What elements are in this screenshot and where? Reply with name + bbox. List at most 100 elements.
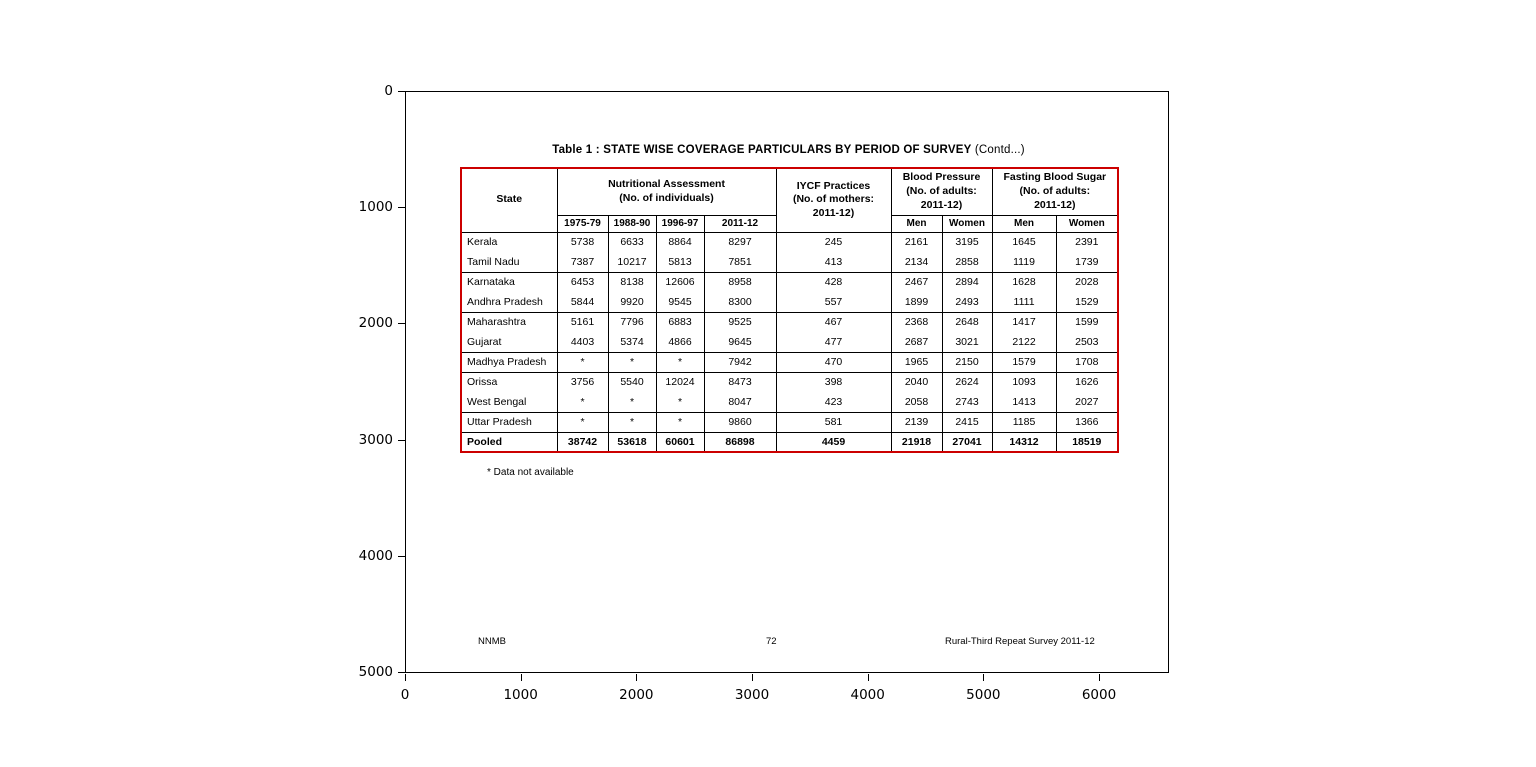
value-cell: 7942 [703, 351, 777, 372]
value-cell: 1185 [991, 411, 1057, 432]
value-cell: 86898 [703, 431, 777, 452]
footer-page-number: 72 [766, 636, 777, 647]
value-cell: 7796 [607, 311, 657, 332]
value-cell: 2648 [941, 311, 993, 332]
state-cell: Orissa [460, 371, 558, 392]
table-row: Pooled 38742 53618 60601 86898 4459 21918 27041… [460, 431, 1119, 452]
value-cell: 2503 [1055, 332, 1119, 352]
value-cell: 1413 [991, 392, 1057, 412]
col-header-iycf: IYCF Practices (No. of mothers: 2011-12) [775, 167, 892, 233]
value-cell: 2058 [890, 392, 943, 412]
header-line: IYCF Practices [796, 179, 871, 192]
value-cell: 423 [775, 392, 892, 412]
state-cell: Maharashtra [460, 311, 558, 332]
value-cell: 6453 [556, 271, 609, 292]
value-cell: 1965 [890, 351, 943, 372]
value-cell: * [655, 392, 705, 412]
y-tick-label: 1000 [358, 199, 393, 216]
value-cell: 3021 [941, 332, 993, 352]
value-cell: 27041 [941, 431, 993, 452]
state-cell: Uttar Pradesh [460, 411, 558, 432]
value-cell: 2391 [1055, 232, 1119, 252]
table-row: Kerala 5738 6633 8864 8297 245 2161 3195 1645 239… [460, 232, 1119, 252]
col-header-state: State [460, 167, 558, 233]
value-cell: 38742 [556, 431, 609, 452]
table-row: Orissa 3756 5540 12024 8473 398 2040 2624 1093 16… [460, 371, 1119, 392]
value-cell: * [607, 411, 657, 432]
value-cell: * [556, 392, 609, 412]
value-cell: 5540 [607, 371, 657, 392]
col-header-blood-pressure: Blood Pressure (No. of adults: 2011-12) [890, 167, 993, 216]
y-tick-label: 0 [384, 83, 393, 99]
value-cell: 9525 [703, 311, 777, 332]
value-cell: 1899 [890, 292, 943, 312]
value-cell: 1628 [991, 271, 1057, 292]
value-cell: 2858 [941, 252, 993, 272]
page-title: Table 1 : STATE WISE COVERAGE PARTICULAR… [460, 144, 1117, 156]
value-cell: 7387 [556, 252, 609, 272]
value-cell: 1739 [1055, 252, 1119, 272]
value-cell: 2368 [890, 311, 943, 332]
value-cell: 4403 [556, 332, 609, 352]
x-tick-mark [520, 674, 522, 681]
value-cell: 5374 [607, 332, 657, 352]
col-header-fasting-blood-sugar: Fasting Blood Sugar (No. of adults: 2011… [991, 167, 1119, 216]
value-cell: 1417 [991, 311, 1057, 332]
x-tick-mark [752, 674, 753, 681]
value-cell: 5738 [556, 232, 609, 252]
value-cell: 245 [775, 232, 892, 252]
table-row: Karnataka 6453 8138 12606 8958 428 2467 2894 162… [460, 271, 1119, 292]
header-line: (No. of adults: [906, 184, 977, 197]
value-cell: 428 [775, 271, 892, 292]
state-cell: Andhra Pradesh [460, 292, 558, 312]
value-cell: * [655, 411, 705, 432]
table-row: Tamil Nadu 7387 10217 5813 7851 413 2134 2858 11… [460, 252, 1119, 272]
value-cell: 1529 [1055, 292, 1119, 312]
header-line: (No. of adults: [1019, 184, 1091, 197]
footer-right: Rural-Third Repeat Survey 2011-12 [945, 636, 1095, 647]
table-body: Kerala 5738 6633 8864 8297 245 2161 3195 1645 239… [460, 232, 1119, 452]
value-cell: 8047 [703, 392, 777, 412]
value-cell: 1366 [1055, 411, 1119, 432]
value-cell: 10217 [607, 252, 657, 272]
x-tick-mark [405, 674, 406, 681]
header-line: (No. of individuals) [619, 191, 714, 204]
value-cell: 9920 [607, 292, 657, 312]
y-tick-label: 5000 [358, 664, 393, 680]
value-cell: 14312 [991, 431, 1057, 452]
y-tick-label: 2000 [358, 315, 393, 332]
value-cell: 2028 [1055, 271, 1119, 292]
state-cell: Kerala [460, 232, 558, 252]
col-header-year: 1988-90 [607, 214, 657, 233]
x-tick-mark [983, 674, 985, 681]
value-cell: 1708 [1055, 351, 1119, 372]
y-tick-mark [398, 555, 405, 557]
value-cell: 9860 [703, 411, 777, 432]
value-cell: * [607, 351, 657, 372]
x-tick-label: 3000 [734, 687, 770, 703]
x-tick-mark [636, 674, 638, 681]
value-cell: 1119 [991, 252, 1057, 272]
value-cell: 8297 [703, 232, 777, 252]
value-cell: 2493 [941, 292, 993, 312]
table-row: Maharashtra 5161 7796 6883 9525 467 2368 2648 14… [460, 311, 1119, 332]
value-cell: 2139 [890, 411, 943, 432]
header-line: Blood Pressure [902, 171, 981, 184]
col-header-men: Men [890, 214, 943, 233]
y-tick-mark [398, 672, 405, 673]
x-tick-label: 4000 [850, 687, 885, 703]
value-cell: 2624 [941, 371, 993, 392]
coverage-table: State Nutritional Assessment (No. of ind… [460, 167, 1120, 453]
value-cell: 2040 [890, 371, 943, 392]
y-tick-mark [398, 91, 405, 92]
value-cell: 60601 [655, 431, 705, 452]
value-cell: 2150 [941, 351, 993, 372]
col-header-year: 1996-97 [655, 214, 705, 233]
page-title-suffix: (Contd...) [971, 144, 1025, 156]
value-cell: 1626 [1055, 371, 1119, 392]
value-cell: 6633 [607, 232, 657, 252]
value-cell: 2122 [991, 332, 1057, 352]
value-cell: 5161 [556, 311, 609, 332]
y-tick-label: 3000 [358, 431, 393, 448]
